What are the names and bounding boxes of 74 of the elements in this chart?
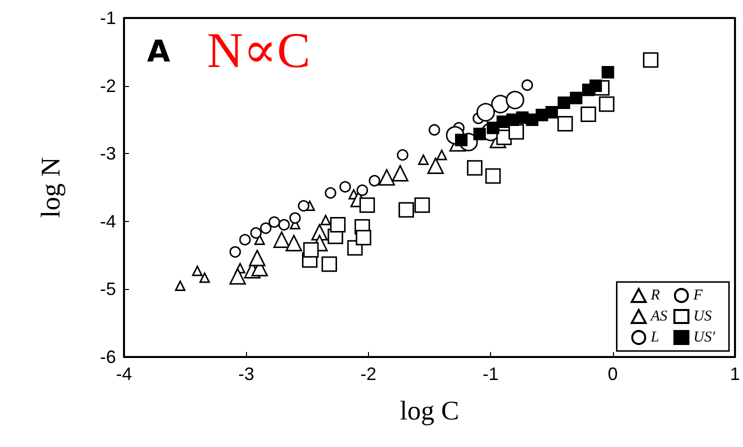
point: [378, 169, 395, 186]
point: [339, 181, 351, 193]
point: [508, 124, 524, 140]
point: [473, 128, 486, 140]
point: [229, 246, 241, 258]
point: [278, 219, 290, 231]
point: [260, 222, 272, 234]
point: [485, 168, 501, 184]
point: [248, 250, 266, 266]
point: [642, 52, 658, 68]
point: [320, 214, 331, 226]
point: [496, 115, 510, 128]
y-tick-label: -4: [100, 211, 116, 232]
point: [192, 266, 203, 276]
point: [602, 66, 614, 78]
x-tick-label: -2: [360, 364, 376, 384]
point: [199, 272, 210, 283]
x-tick-label: 1: [730, 364, 740, 384]
point: [356, 230, 372, 246]
point: [368, 174, 380, 186]
x-tick-label: -3: [238, 364, 254, 384]
point: [466, 160, 482, 176]
point: [268, 216, 280, 228]
point: [324, 187, 336, 199]
point: [427, 158, 444, 174]
y-tick-label: -6: [100, 347, 116, 367]
point: [536, 108, 548, 122]
legend-label: AS: [650, 308, 668, 324]
point: [598, 96, 614, 112]
point: [589, 80, 602, 92]
x-tick-label: 0: [608, 364, 618, 384]
point: [273, 231, 290, 248]
y-tick-label: -2: [100, 76, 116, 96]
point: [414, 197, 430, 213]
point: [229, 268, 246, 285]
point: [580, 106, 596, 122]
x-axis-title: log C: [400, 396, 460, 426]
legend-label: F: [692, 288, 704, 304]
point: [330, 217, 346, 233]
point: [558, 96, 570, 109]
legend-label: L: [650, 330, 660, 346]
point: [289, 212, 301, 224]
point: [436, 150, 447, 160]
y-tick-label: -1: [100, 8, 116, 28]
point: [428, 124, 440, 136]
point: [298, 200, 310, 212]
y-axis-title: log N: [36, 157, 66, 218]
point: [557, 116, 573, 132]
legend-label: R: [650, 288, 660, 304]
point: [356, 184, 368, 196]
y-tick-label: -3: [100, 144, 116, 164]
point: [418, 154, 429, 165]
x-tick-label: -1: [482, 364, 499, 384]
point: [322, 256, 338, 272]
text: A: [147, 34, 171, 70]
point: [506, 90, 524, 110]
point: [174, 280, 186, 292]
point: [570, 92, 582, 104]
point: [286, 234, 302, 252]
point: [303, 242, 319, 258]
point: [392, 165, 408, 182]
point: [396, 149, 408, 161]
point: [476, 102, 495, 122]
point: [359, 197, 375, 213]
point: [522, 79, 534, 91]
point: [239, 234, 251, 246]
x-tick-label: -4: [116, 364, 132, 384]
legend-label: US′: [693, 330, 716, 346]
point: [516, 111, 529, 124]
y-tick-label: -5: [100, 279, 116, 300]
legend-label: US: [693, 308, 712, 324]
chart-subtitle: N∝C: [207, 22, 310, 78]
point: [250, 227, 262, 239]
point: [398, 202, 414, 218]
